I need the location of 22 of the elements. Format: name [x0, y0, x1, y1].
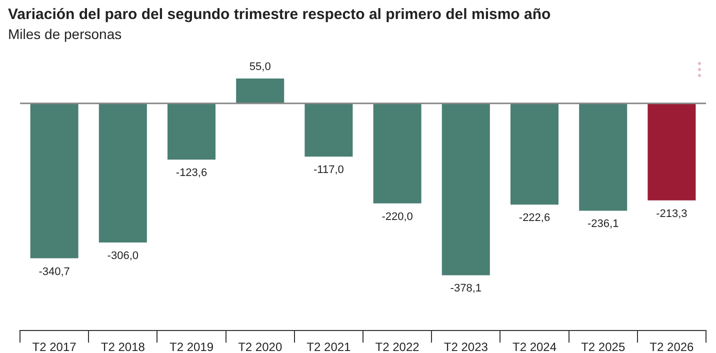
x-tick-label: T2 2020 [238, 340, 282, 353]
x-tick-label: T2 2021 [306, 340, 352, 353]
data-label: -213,3 [656, 208, 688, 220]
data-label: -378,1 [450, 282, 482, 295]
x-tick-label: T2 2023 [444, 340, 488, 353]
x-tick-label: T2 2025 [581, 340, 626, 353]
data-label: -306,0 [107, 250, 138, 262]
chart-title: Variación del paro del segundo trimestre respecto al primero del mismo año [8, 6, 551, 23]
data-label: 55,0 [249, 60, 271, 73]
data-label: -220,0 [382, 210, 413, 223]
data-label: -236,1 [588, 218, 619, 230]
data-label: -123,6 [176, 167, 208, 180]
x-tick-label: T2 2026 [650, 340, 694, 353]
x-tick-label: T2 2019 [169, 340, 214, 353]
x-tick-label: T2 2017 [32, 340, 77, 353]
x-tick-label: T2 2018 [100, 340, 146, 353]
chart-subtitle: Miles de personas [8, 26, 122, 42]
data-label: -117,0 [314, 164, 344, 176]
x-tick-label: T2 2022 [375, 340, 420, 353]
x-tick-label: T2 2024 [512, 340, 557, 353]
data-label: -340,7 [38, 266, 70, 278]
data-label: -222,6 [518, 212, 550, 224]
